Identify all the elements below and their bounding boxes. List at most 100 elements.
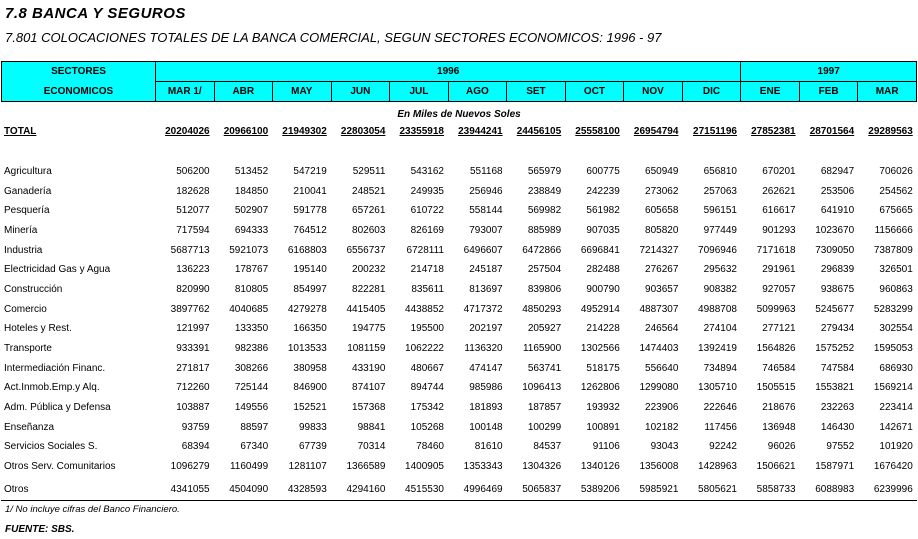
value-text: 1096413	[522, 382, 562, 394]
row-value: 4850293	[503, 304, 561, 315]
value-text: 302554	[879, 323, 913, 335]
header-month: ABR	[213, 81, 274, 102]
row-value: 675665	[854, 205, 912, 216]
value-text: 746584	[762, 362, 796, 374]
row-value: 933391	[151, 343, 209, 354]
value-text: 23355918	[399, 126, 444, 137]
row-value: 5099963	[737, 304, 796, 315]
value-text: 152521	[293, 402, 327, 414]
value-text: 20966100	[223, 126, 269, 137]
value-text: 238849	[527, 185, 562, 197]
value-text: 81610	[474, 441, 503, 453]
header-year-1996: 1996	[154, 61, 742, 82]
value-text: 1564826	[756, 343, 796, 355]
value-text: 4415405	[346, 303, 386, 315]
row-value: 1587971	[796, 461, 855, 473]
row-value: 596151	[678, 205, 737, 216]
row-value: 117456	[678, 422, 737, 433]
value-text: 1165900	[522, 343, 562, 355]
row-value: 822281	[327, 284, 385, 295]
row-label: Electricidad Gas y Agua	[4, 264, 111, 276]
value-text: 27852381	[751, 126, 796, 137]
row-value: 686930	[854, 363, 912, 374]
row-value: 92242	[678, 441, 737, 452]
row-value: 91106	[561, 441, 620, 452]
row-value: 1474403	[620, 343, 678, 354]
value-text: 291961	[762, 264, 796, 276]
row-value: 1156666	[854, 225, 913, 236]
row-value: 561982	[561, 205, 619, 216]
row-value: 102182	[620, 422, 678, 433]
row-value: 474147	[444, 363, 502, 374]
value-text: 149556	[234, 402, 269, 414]
row-value: 295632	[678, 264, 737, 275]
value-text: 1400905	[405, 461, 444, 473]
value-text: 5245677	[815, 303, 855, 315]
value-text: 195140	[293, 264, 327, 276]
row-value: 657261	[327, 205, 385, 216]
value-text: 93043	[650, 441, 679, 453]
value-text: 1366589	[346, 461, 386, 473]
value-text: 242239	[586, 185, 620, 197]
row-value: 4717372	[444, 304, 503, 315]
value-text: 97552	[826, 441, 855, 453]
row-value: 706026	[854, 166, 912, 177]
table-row: Adm. Pública y Defensa 103887 149556 152521…	[0, 402, 918, 418]
value-text: 694333	[234, 225, 269, 236]
value-text: 88597	[240, 421, 269, 433]
row-value: 93759	[151, 422, 210, 433]
row-value: 1305710	[678, 382, 737, 393]
value-text: 93759	[181, 421, 210, 433]
row-value: 223414	[854, 402, 912, 413]
row-value: 670201	[737, 166, 795, 177]
row-value: 1676420	[854, 461, 913, 472]
row-value: 70314	[327, 441, 386, 452]
value-text: 121997	[176, 323, 210, 335]
row-value: 253506	[796, 186, 854, 197]
value-text: 23944241	[458, 126, 503, 137]
value-text: 820990	[176, 284, 210, 296]
value-text: 262621	[762, 185, 796, 197]
row-value: 547219	[268, 166, 327, 177]
row-value: 1281107	[268, 461, 327, 472]
table-row: Electricidad Gas y Agua 136223 178767 19514…	[0, 264, 918, 280]
value-text: 1587971	[815, 461, 855, 473]
value-text: 136948	[762, 421, 796, 433]
row-value: 68394	[151, 441, 210, 452]
row-value: 846900	[268, 382, 326, 393]
value-text: 569982	[527, 205, 562, 217]
row-value: 105268	[385, 422, 444, 433]
row-value: 29289563	[854, 126, 913, 137]
row-value: 1062222	[385, 343, 444, 354]
value-text: 547219	[293, 166, 327, 177]
row-value: 1340126	[561, 461, 620, 472]
row-value: 1096279	[151, 461, 210, 472]
row-value: 610722	[385, 205, 444, 216]
row-value: 694333	[210, 225, 269, 236]
row-value: 249935	[385, 186, 444, 197]
value-text: 1676420	[873, 461, 913, 473]
value-text: 184850	[234, 185, 269, 197]
row-value: 202197	[444, 323, 502, 334]
value-text: 210041	[293, 185, 327, 197]
value-text: 4279278	[287, 303, 327, 315]
header-month: ENE	[740, 81, 800, 102]
row-value: 302554	[854, 323, 913, 335]
row-value: 682947	[796, 166, 854, 177]
value-text: 3897762	[170, 303, 210, 315]
row-value: 641910	[796, 205, 854, 216]
row-value: 885989	[503, 225, 561, 236]
value-text: 1160499	[229, 461, 269, 473]
value-text: 805820	[645, 225, 679, 236]
value-text: 6239996	[873, 484, 913, 495]
row-value: 97552	[796, 441, 855, 453]
row-label: Transporte	[4, 343, 52, 355]
row-value: 262621	[737, 185, 796, 197]
row-value: 21949302	[268, 126, 327, 137]
value-text: 4887307	[639, 303, 679, 315]
row-value: 4415405	[327, 303, 386, 315]
row-value: 271817	[151, 363, 209, 374]
value-text: 7096946	[698, 244, 737, 256]
value-text: 1595053	[873, 343, 913, 355]
row-value: 4952914	[561, 304, 620, 315]
